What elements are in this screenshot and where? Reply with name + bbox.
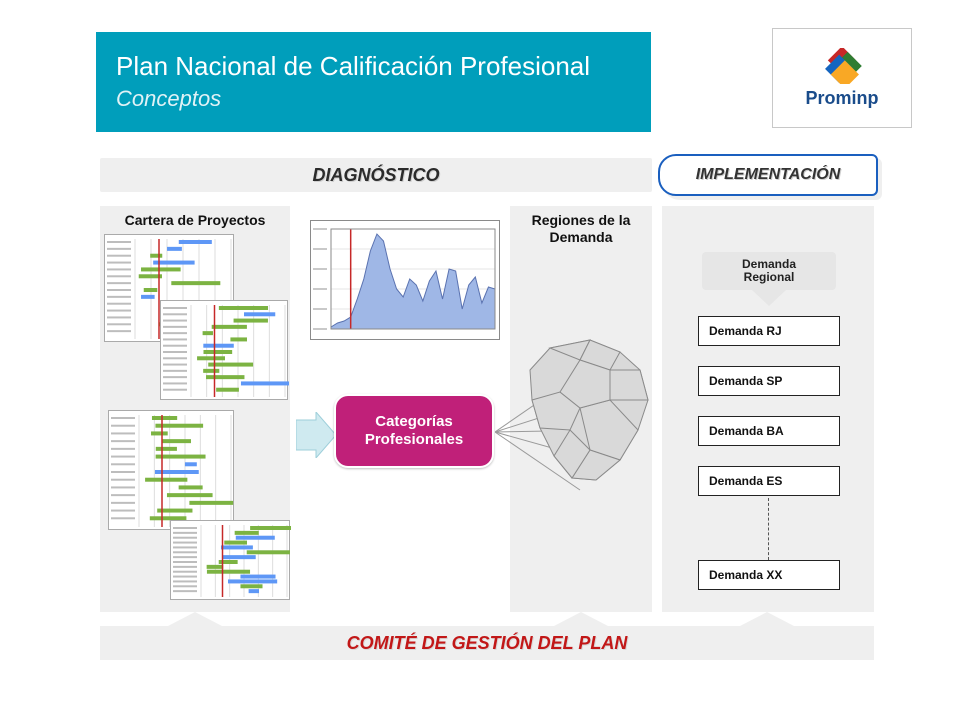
pill-l2: Profesionales: [365, 431, 463, 448]
tab-implementacion-label: IMPLEMENTACIÓN: [658, 154, 878, 196]
footer-bar: COMITÉ DE GESTIÓN DEL PLAN: [100, 626, 874, 660]
logo: Prominp: [772, 28, 912, 128]
area-chart: [310, 220, 500, 340]
chevron-down-icon: [752, 290, 786, 306]
gantt-thumb: [170, 520, 290, 600]
pill-l1: Categorías: [375, 413, 453, 430]
footer-label: COMITÉ DE GESTIÓN DEL PLAN: [347, 633, 628, 654]
tab-implementacion: IMPLEMENTACIÓN: [658, 154, 878, 196]
demanda-ellipsis-line: [768, 498, 769, 560]
regiones-l2: Demanda: [549, 229, 612, 245]
dem-h-l2: Regional: [744, 270, 795, 284]
slide-title: Plan Nacional de Calificación Profesiona…: [116, 50, 631, 83]
regiones-l1: Regiones de la: [532, 212, 631, 228]
logo-mark-icon: [812, 48, 872, 84]
categorias-pill: Categorías Profesionales: [334, 394, 494, 468]
notch-icon: [168, 612, 222, 626]
demanda-box: Demanda ES: [698, 466, 840, 496]
dem-h-l1: Demanda: [742, 257, 796, 271]
demanda-box: Demanda XX: [698, 560, 840, 590]
gantt-thumb: [160, 300, 288, 400]
tab-diagnostico: DIAGNÓSTICO: [100, 158, 652, 192]
notch-icon: [554, 612, 608, 626]
arrow-right-icon: [296, 412, 336, 458]
demanda-regional-header: Demanda Regional: [702, 252, 836, 290]
slide: Plan Nacional de Calificación Profesiona…: [0, 0, 960, 720]
gantt-thumb: [108, 410, 234, 530]
title-bar: Plan Nacional de Calificación Profesiona…: [96, 32, 651, 132]
column-regiones-title: Regiones de la Demanda: [510, 206, 652, 246]
demanda-box: Demanda RJ: [698, 316, 840, 346]
slide-subtitle: Conceptos: [116, 85, 631, 113]
logo-text: Prominp: [805, 88, 878, 109]
brazil-map-icon: [510, 330, 660, 490]
column-cartera-title: Cartera de Proyectos: [100, 206, 290, 229]
demanda-box: Demanda SP: [698, 366, 840, 396]
notch-icon: [740, 612, 794, 626]
demanda-box: Demanda BA: [698, 416, 840, 446]
